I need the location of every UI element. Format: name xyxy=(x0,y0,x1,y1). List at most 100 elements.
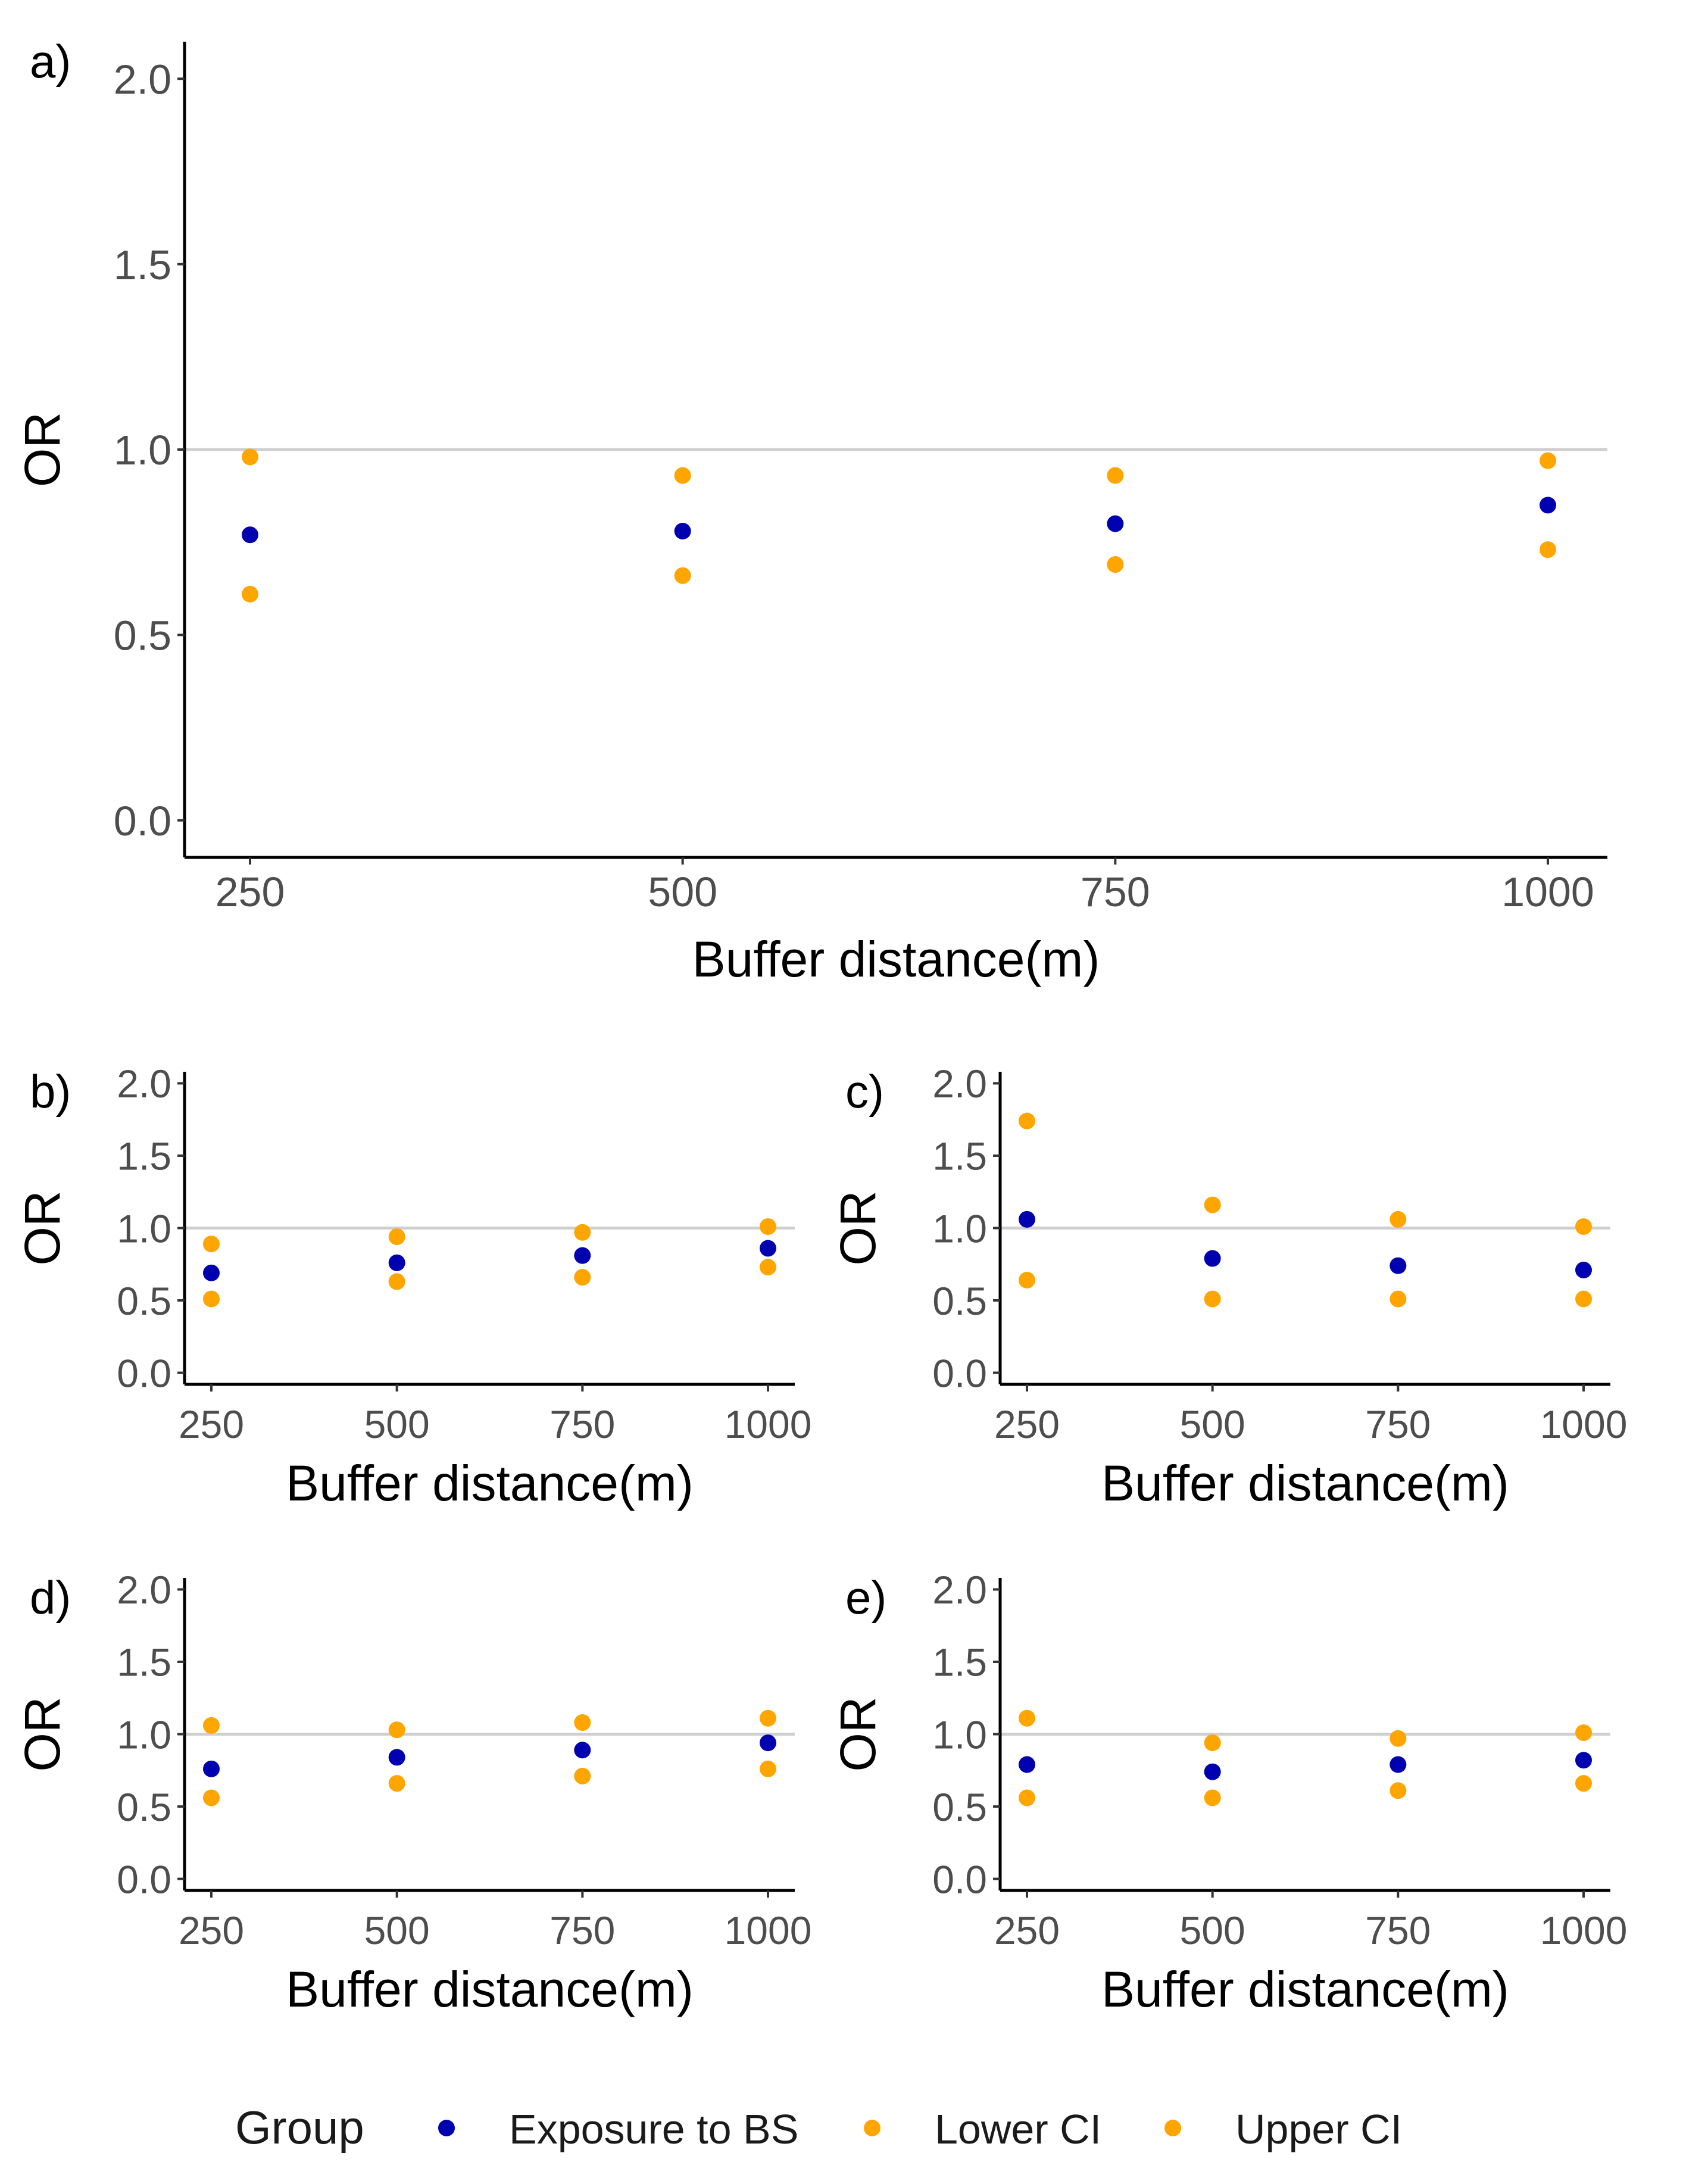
panel-c-point-exposure-750 xyxy=(1390,1257,1407,1274)
panel-a-point-exposure-250 xyxy=(242,526,258,544)
panel-d-y-tick-label: 1.5 xyxy=(117,1640,171,1684)
panel-d-y-axis-title: OR xyxy=(14,1697,70,1772)
panel-c-point-upper-1000 xyxy=(1575,1218,1592,1235)
panel-c-x-tick-label: 250 xyxy=(994,1402,1060,1446)
panel-d-point-lower-1000 xyxy=(760,1760,776,1777)
panel-a-point-upper-750 xyxy=(1107,467,1124,484)
panel-e-tag: e) xyxy=(845,1571,886,1624)
panel-b-y-tick-label: 1.5 xyxy=(117,1134,171,1178)
panel-a-y-tick-label: 0.0 xyxy=(114,798,171,844)
legend-label-exposure: Exposure to BS xyxy=(509,2106,798,2152)
panel-d-point-exposure-1000 xyxy=(760,1734,776,1752)
panel-b-point-exposure-500 xyxy=(388,1254,405,1271)
panel-e-point-exposure-750 xyxy=(1390,1756,1407,1773)
legend-label-upper: Upper CI xyxy=(1235,2106,1402,2152)
panel-a-tag: a) xyxy=(30,35,71,88)
panel-e-point-upper-750 xyxy=(1390,1730,1407,1747)
panel-b-x-tick-label: 500 xyxy=(364,1402,430,1446)
panel-b-point-upper-250 xyxy=(203,1235,220,1253)
panel-b-point-upper-500 xyxy=(388,1228,405,1246)
panel-e-point-exposure-500 xyxy=(1204,1763,1221,1780)
panel-d-point-upper-1000 xyxy=(760,1709,776,1727)
panel-b-x-tick-label: 250 xyxy=(179,1402,244,1446)
panel-d-y-tick-label: 1.0 xyxy=(117,1712,171,1756)
panel-b-point-exposure-250 xyxy=(203,1264,220,1281)
panel-e-y-axis-title: OR xyxy=(830,1697,886,1772)
panel-c-point-exposure-250 xyxy=(1019,1210,1035,1228)
panel-c-point-lower-750 xyxy=(1390,1290,1407,1308)
panel-e-x-tick-label: 750 xyxy=(1365,1908,1431,1952)
panel-d-x-tick-label: 250 xyxy=(179,1908,244,1952)
panel-d-x-tick-label: 750 xyxy=(549,1908,615,1952)
panel-d-point-lower-250 xyxy=(203,1789,220,1807)
panel-d-y-tick-label: 0.0 xyxy=(117,1857,171,1901)
panel-e-point-lower-1000 xyxy=(1575,1775,1592,1792)
panel-a-x-tick-label: 1000 xyxy=(1501,869,1594,915)
panel-b-y-tick-label: 0.5 xyxy=(117,1279,171,1323)
panel-b-tag: b) xyxy=(30,1065,71,1118)
legend-key-lower xyxy=(864,2120,880,2136)
panel-d-point-exposure-500 xyxy=(388,1749,405,1766)
panel-d-point-upper-500 xyxy=(388,1721,405,1739)
panel-c-y-axis-title: OR xyxy=(830,1191,886,1266)
panel-c-x-tick-label: 500 xyxy=(1180,1402,1245,1446)
panel-a-point-lower-750 xyxy=(1107,556,1124,573)
panel-b-point-upper-750 xyxy=(574,1224,591,1241)
panel-b-y-tick-label: 1.0 xyxy=(117,1206,171,1250)
panel-d-x-tick-label: 1000 xyxy=(725,1908,812,1952)
panel-a-x-axis-title: Buffer distance(m) xyxy=(692,931,1100,987)
panel-e: 0.0 0.5 1.0 1.5 2.0 250 500 750 1000 Buffer dista… xyxy=(830,1568,1627,2017)
panel-d-tag: d) xyxy=(30,1571,71,1624)
panel-d-point-upper-750 xyxy=(574,1714,591,1731)
legend-key-exposure xyxy=(438,2120,455,2136)
panel-b-x-tick-label: 750 xyxy=(549,1402,615,1446)
legend-label-lower: Lower CI xyxy=(935,2106,1101,2152)
panel-e-y-tick-label: 0.5 xyxy=(932,1785,987,1829)
panel-a-point-exposure-1000 xyxy=(1540,497,1556,514)
panel-a: 0.0 0.5 1.0 1.5 2.0 250 500 750 1000 Buffer dista… xyxy=(14,35,1607,987)
panel-c-point-exposure-1000 xyxy=(1575,1261,1592,1278)
panel-e-point-lower-250 xyxy=(1019,1789,1035,1807)
legend-key-upper xyxy=(1164,2120,1181,2136)
panel-a-point-lower-250 xyxy=(242,585,258,603)
panel-b-point-exposure-750 xyxy=(574,1247,591,1264)
panel-a-x-tick-label: 250 xyxy=(216,869,285,915)
panel-c-point-upper-250 xyxy=(1019,1112,1035,1130)
panel-a-point-exposure-750 xyxy=(1107,515,1124,532)
panel-e-y-tick-label: 0.0 xyxy=(932,1857,987,1901)
panel-a-point-upper-1000 xyxy=(1540,452,1556,469)
panel-b-point-lower-1000 xyxy=(760,1259,776,1276)
panel-a-x-tick-label: 500 xyxy=(648,869,717,915)
panel-c-y-tick-label: 1.0 xyxy=(932,1206,987,1250)
panel-a-point-lower-500 xyxy=(674,567,691,584)
panel-b-point-lower-750 xyxy=(574,1269,591,1286)
panel-c-x-tick-label: 750 xyxy=(1365,1402,1431,1446)
panel-e-x-axis-title: Buffer distance(m) xyxy=(1101,1961,1509,2017)
panel-b-y-axis-title: OR xyxy=(14,1191,70,1266)
panel-d: 0.0 0.5 1.0 1.5 2.0 250 500 750 1000 Buffer dista… xyxy=(14,1568,811,2017)
panel-c-point-upper-500 xyxy=(1204,1196,1221,1213)
panel-b-y-tick-label: 2.0 xyxy=(117,1062,171,1106)
panel-b-y-tick-label: 0.0 xyxy=(117,1351,171,1395)
panel-d-point-exposure-250 xyxy=(203,1760,220,1777)
panel-c-x-axis-title: Buffer distance(m) xyxy=(1101,1455,1509,1511)
panel-e-point-upper-250 xyxy=(1019,1709,1035,1727)
panel-b-point-exposure-1000 xyxy=(760,1240,776,1257)
panel-b: 0.0 0.5 1.0 1.5 2.0 250 500 750 1000 Buffer dista… xyxy=(14,1062,811,1511)
panel-b-point-lower-250 xyxy=(203,1290,220,1308)
panel-c-point-lower-1000 xyxy=(1575,1290,1592,1308)
panel-d-x-tick-label: 500 xyxy=(364,1908,430,1952)
panel-c-point-lower-250 xyxy=(1019,1272,1035,1288)
panel-c-point-exposure-500 xyxy=(1204,1250,1221,1267)
panel-a-y-axis-title: OR xyxy=(14,412,70,487)
panel-c-point-lower-500 xyxy=(1204,1290,1221,1308)
panel-d-point-upper-250 xyxy=(203,1717,220,1734)
panel-e-point-lower-750 xyxy=(1390,1782,1407,1799)
panel-c-y-tick-label: 1.5 xyxy=(932,1134,987,1178)
panel-a-y-tick-label: 0.5 xyxy=(114,613,171,659)
panel-a-x-tick-label: 750 xyxy=(1081,869,1150,915)
panel-d-y-tick-label: 0.5 xyxy=(117,1785,171,1829)
panel-d-point-lower-750 xyxy=(574,1767,591,1784)
panel-c-y-tick-label: 0.5 xyxy=(932,1279,987,1323)
chart-panels: 0.0 0.5 1.0 1.5 2.0 250 500 750 1000 Buffer dista… xyxy=(14,35,1627,2017)
